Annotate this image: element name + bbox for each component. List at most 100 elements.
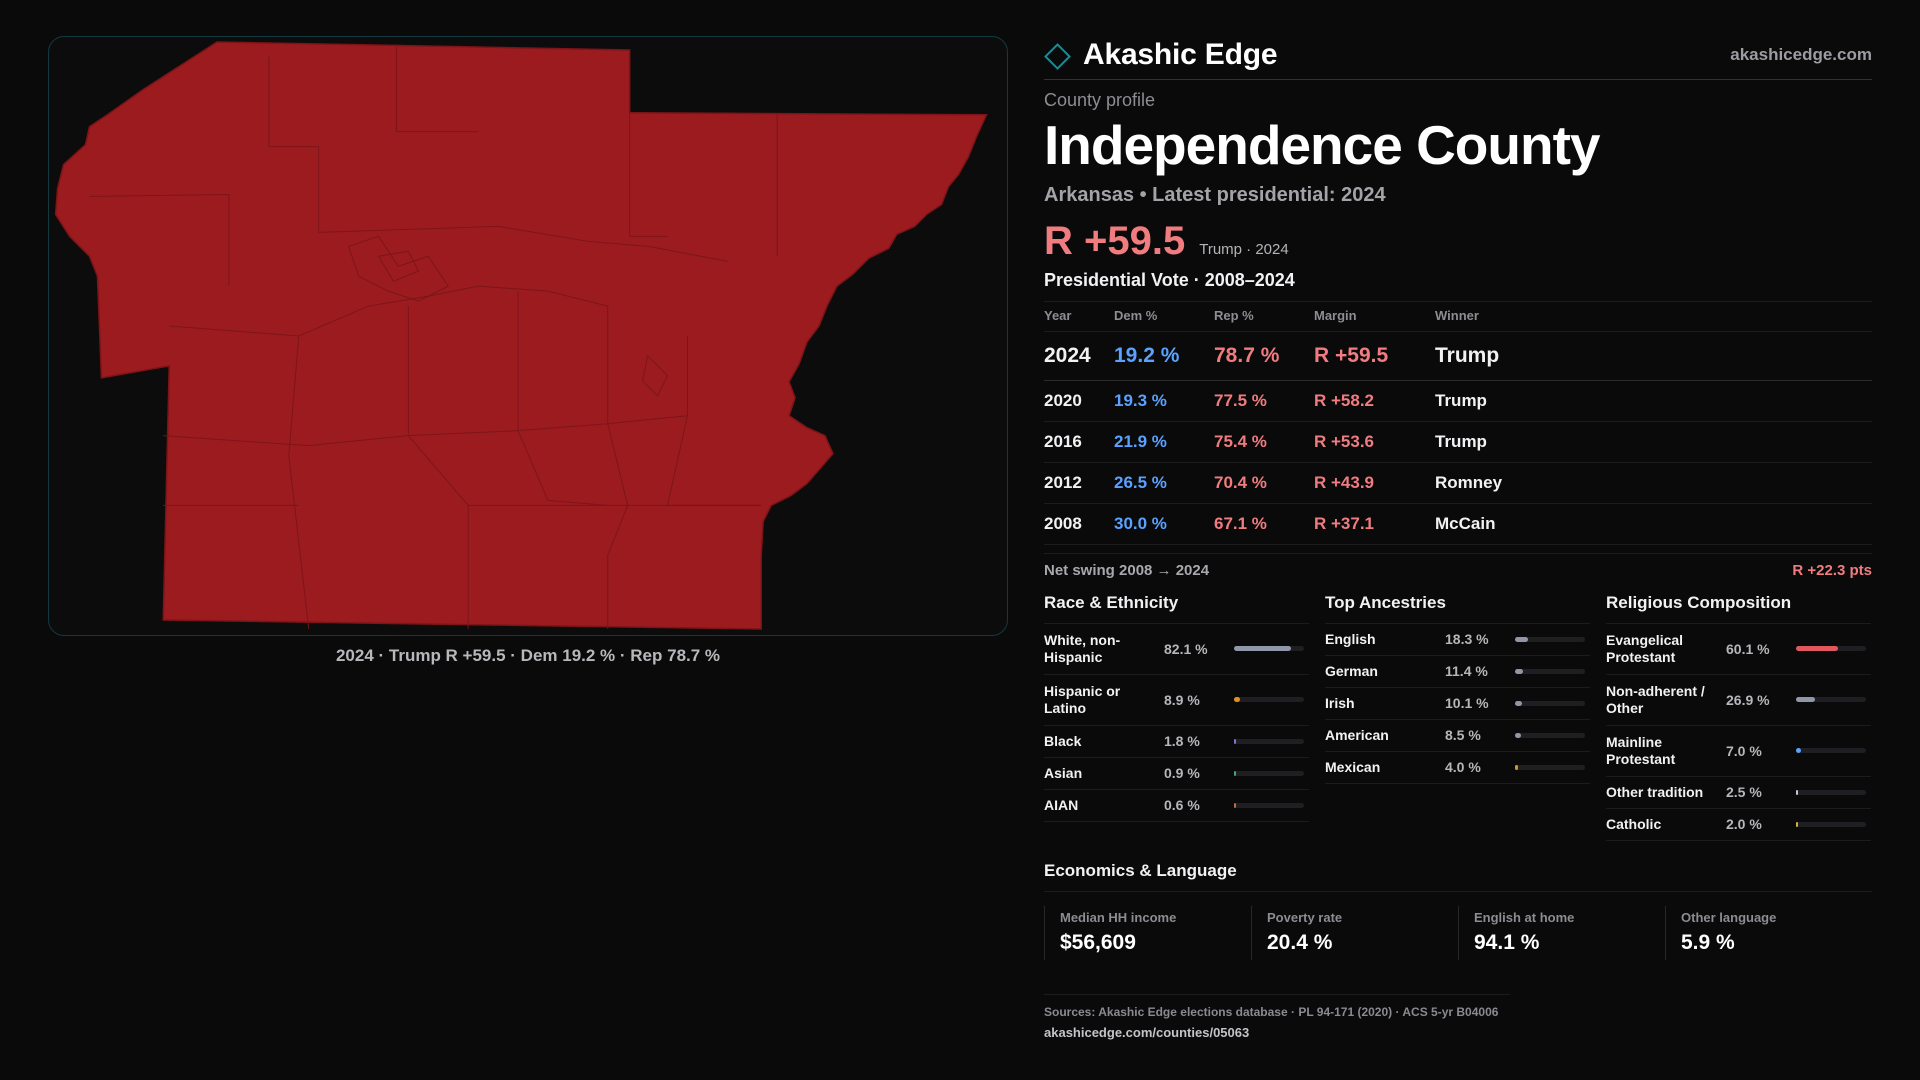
item-label: Asian bbox=[1044, 764, 1083, 781]
item-value: 60.1 % bbox=[1726, 640, 1770, 657]
county-map[interactable] bbox=[48, 36, 1008, 636]
list-item: Evangelical Protestant 60.1 % bbox=[1606, 624, 1871, 675]
item-bar-fill bbox=[1796, 748, 1801, 753]
item-bar bbox=[1796, 789, 1866, 795]
header-winner: Winner bbox=[1435, 300, 1872, 332]
header-year: Year bbox=[1044, 300, 1114, 332]
item-bar-fill bbox=[1796, 697, 1815, 702]
cell-margin: R +59.5 bbox=[1314, 331, 1435, 381]
cell-dem: 30.0 % bbox=[1114, 503, 1214, 545]
sources-footer: Sources: Akashic Edge elections database… bbox=[1044, 993, 1510, 1040]
table-row: 2020 19.3 % 77.5 % R +58.2 Trump bbox=[1044, 380, 1872, 422]
item-bar bbox=[1515, 668, 1585, 674]
religious-composition-title: Religious Composition bbox=[1606, 593, 1871, 624]
item-value: 7.0 % bbox=[1726, 742, 1762, 759]
map-caption: 2024 · Trump R +59.5 · Dem 19.2 % · Rep … bbox=[335, 646, 721, 665]
headline-margin-note: Trump · 2024 bbox=[1199, 240, 1289, 258]
stat-card-income: Median HH income $56,609 bbox=[1044, 905, 1251, 960]
item-label: Black bbox=[1044, 732, 1082, 749]
item-label: Other tradition bbox=[1606, 783, 1704, 800]
stat-value: 5.9 % bbox=[1681, 930, 1735, 954]
list-item: Irish 10.1 % bbox=[1325, 688, 1590, 720]
stat-value: 20.4 % bbox=[1267, 930, 1333, 954]
item-value: 26.9 % bbox=[1726, 691, 1770, 708]
stat-label: Median HH income bbox=[1060, 909, 1177, 925]
headline-margin: R +59.5 Trump · 2024 bbox=[1044, 219, 1872, 264]
net-swing-value: R +22.3 pts bbox=[1792, 561, 1872, 579]
item-bar-fill bbox=[1234, 646, 1292, 651]
top-ancestries-title: Top Ancestries bbox=[1325, 593, 1590, 624]
stat-card-poverty: Poverty rate 20.4 % bbox=[1251, 905, 1458, 960]
cell-winner: Trump bbox=[1435, 380, 1872, 422]
cell-year: 2024 bbox=[1044, 331, 1114, 381]
item-value: 2.5 % bbox=[1726, 784, 1762, 800]
item-bar bbox=[1234, 738, 1304, 744]
table-row: 2012 26.5 % 70.4 % R +43.9 Romney bbox=[1044, 462, 1872, 504]
item-bar-fill bbox=[1515, 668, 1523, 674]
headline-margin-value: R +59.5 bbox=[1044, 218, 1186, 263]
item-label: American bbox=[1325, 726, 1389, 743]
item-label: Mexican bbox=[1325, 758, 1381, 775]
item-value: 2.0 % bbox=[1726, 816, 1762, 832]
cell-winner: Romney bbox=[1435, 462, 1872, 504]
item-value: 0.6 % bbox=[1164, 797, 1200, 813]
cell-dem: 19.2 % bbox=[1114, 331, 1214, 381]
item-bar-fill bbox=[1234, 770, 1236, 776]
item-value: 11.4 % bbox=[1445, 663, 1488, 679]
economics-cards: Median HH income $56,609 Poverty rate 20… bbox=[1044, 905, 1872, 960]
cell-winner: Trump bbox=[1435, 331, 1872, 381]
list-item: American 8.5 % bbox=[1325, 720, 1590, 752]
item-bar bbox=[1234, 697, 1304, 702]
cell-dem: 21.9 % bbox=[1114, 421, 1214, 463]
item-value: 1.8 % bbox=[1164, 733, 1200, 749]
item-value: 10.1 % bbox=[1445, 695, 1489, 711]
item-label: Hispanic or Latino bbox=[1044, 682, 1121, 716]
brand-name: Akashic Edge bbox=[1083, 37, 1278, 71]
top-ancestries-column: Top Ancestries English 18.3 % German 11.… bbox=[1325, 593, 1590, 841]
item-bar bbox=[1234, 802, 1304, 808]
cell-margin: R +37.1 bbox=[1314, 503, 1435, 545]
brand-logo[interactable]: Akashic Edge bbox=[1044, 37, 1278, 72]
item-label: Mainline Protestant bbox=[1606, 733, 1676, 767]
item-bar-fill bbox=[1234, 738, 1236, 744]
list-item: Non-adherent / Other 26.9 % bbox=[1606, 675, 1871, 726]
stat-card-other-language: Other language 5.9 % bbox=[1665, 905, 1872, 960]
religious-composition-column: Religious Composition Evangelical Protes… bbox=[1606, 593, 1871, 841]
cell-dem: 26.5 % bbox=[1114, 462, 1214, 504]
list-item: White, non-Hispanic 82.1 % bbox=[1044, 624, 1309, 675]
vote-table: Year Dem % Rep % Margin Winner 2024 19.2… bbox=[1044, 300, 1872, 545]
list-item: AIAN 0.6 % bbox=[1044, 790, 1309, 822]
table-row: 2024 19.2 % 78.7 % R +59.5 Trump bbox=[1044, 331, 1872, 381]
item-bar-fill bbox=[1234, 802, 1236, 808]
item-bar-fill bbox=[1796, 821, 1798, 827]
brand-url-link[interactable]: akashicedge.com bbox=[1730, 44, 1872, 64]
item-label: German bbox=[1325, 662, 1378, 679]
precinct-boundaries bbox=[89, 46, 778, 630]
item-bar-fill bbox=[1515, 700, 1523, 706]
item-bar-fill bbox=[1796, 646, 1839, 651]
item-bar bbox=[1796, 821, 1866, 827]
cell-winner: Trump bbox=[1435, 421, 1872, 463]
item-bar bbox=[1515, 764, 1585, 770]
item-bar-fill bbox=[1796, 789, 1798, 795]
stat-label: English at home bbox=[1474, 909, 1575, 925]
page-kicker: County profile bbox=[1044, 90, 1156, 110]
county-url-link[interactable]: akashicedge.com/counties/05063 bbox=[1044, 1024, 1250, 1040]
cell-rep: 78.7 % bbox=[1214, 331, 1314, 381]
list-item: Mexican 4.0 % bbox=[1325, 752, 1590, 784]
economics-title: Economics & Language bbox=[1044, 861, 1872, 892]
race-ethnicity-title: Race & Ethnicity bbox=[1044, 593, 1309, 624]
list-item: German 11.4 % bbox=[1325, 656, 1590, 688]
page-subtitle: Arkansas • Latest presidential: 2024 bbox=[1044, 183, 1386, 206]
cell-year: 2016 bbox=[1044, 421, 1114, 463]
item-label: English bbox=[1325, 630, 1376, 647]
sources-line: Sources: Akashic Edge elections database… bbox=[1044, 1004, 1499, 1019]
county-shape[interactable] bbox=[54, 41, 988, 630]
net-swing: Net swing 2008 → 2024 R +22.3 pts bbox=[1044, 552, 1872, 579]
cell-rep: 70.4 % bbox=[1214, 462, 1314, 504]
header-rep: Rep % bbox=[1214, 300, 1314, 332]
item-bar bbox=[1515, 636, 1585, 642]
item-value: 8.5 % bbox=[1445, 727, 1481, 743]
cell-year: 2012 bbox=[1044, 462, 1114, 504]
race-ethnicity-column: Race & Ethnicity White, non-Hispanic 82.… bbox=[1044, 593, 1309, 841]
